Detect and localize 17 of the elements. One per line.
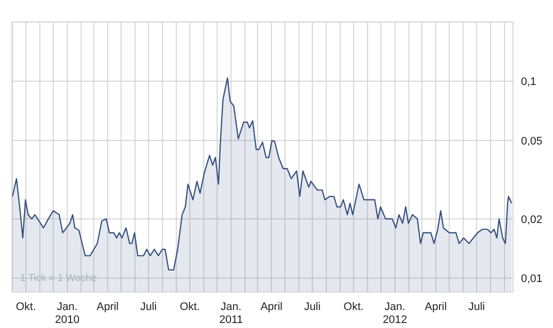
x-tick-label: Okt.: [16, 301, 36, 313]
x-tick-label: April: [424, 301, 447, 313]
y-tick-label: 0,05: [521, 135, 542, 148]
x-tick-label: Juli: [468, 301, 485, 313]
y-tick-label: 0,01: [521, 273, 542, 286]
annotation: 1 Tick = 1 Woche: [20, 273, 97, 284]
x-tick-label: Jan. 2010: [54, 301, 80, 326]
x-tick-label: April: [260, 301, 282, 313]
x-tick-label: Juli: [140, 301, 157, 313]
x-tick-label: Juli: [304, 301, 321, 313]
x-tick-label: Okt.: [180, 301, 200, 313]
x-tick-label: Jan. 2012: [382, 301, 408, 326]
y-tick-label: 0,1: [521, 76, 536, 88]
x-tick-label: Jan. 2011: [219, 301, 243, 326]
x-tick-label: Okt.: [344, 301, 364, 313]
x-tick-label: April: [96, 301, 119, 313]
y-tick-label: 0,02: [521, 214, 542, 226]
